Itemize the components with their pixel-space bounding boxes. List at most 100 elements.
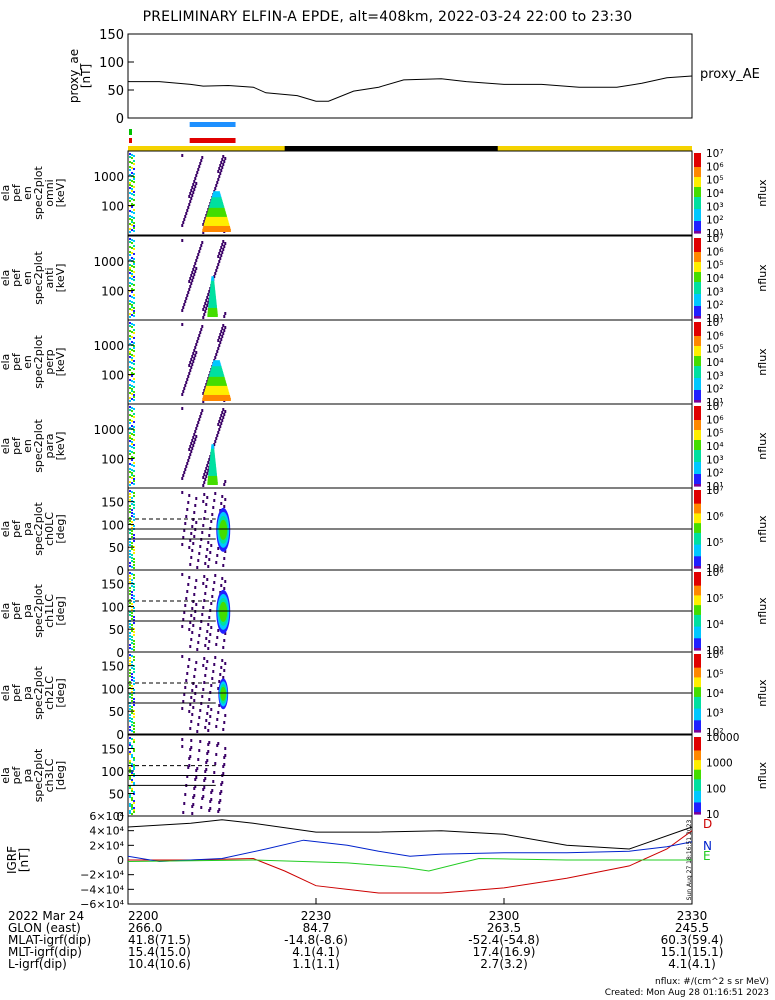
noise-pixel: [202, 223, 205, 226]
speckle-pixel: [133, 773, 135, 775]
noise-pixel: [187, 375, 190, 378]
colorbar-cell: [694, 456, 701, 459]
noise-pixel: [191, 279, 194, 282]
noise-pixel: [193, 699, 196, 702]
noise-pixel: [193, 273, 196, 276]
noise-pixel: [204, 770, 207, 773]
speckle-pixel: [133, 519, 135, 521]
colorbar-cell: [694, 225, 701, 228]
colorbar-cell: [694, 304, 701, 307]
speckle-pixel: [133, 163, 135, 165]
noise-pixel: [198, 634, 201, 637]
noise-pixel: [222, 240, 225, 243]
speckle-pixel: [131, 211, 133, 213]
noise-pixel: [223, 639, 226, 642]
colorbar-cell: [694, 350, 701, 353]
colorbar-cell: [694, 250, 701, 253]
colorbar-cell: [694, 519, 701, 522]
noise-pixel: [183, 471, 186, 474]
noise-pixel: [195, 427, 198, 430]
flux-cell: [209, 459, 216, 463]
colorbar-cell: [694, 388, 701, 391]
colorbar-cell: [694, 292, 701, 295]
speckle-pixel: [129, 254, 131, 256]
noise-pixel: [219, 249, 222, 252]
speckle-pixel: [129, 529, 131, 531]
colorbar-cell: [694, 191, 701, 194]
speckle-pixel: [131, 724, 133, 726]
noise-pixel: [195, 769, 198, 772]
flux-cell: [205, 218, 228, 222]
spectrogram-panel: 150100500elapefpaspec2plotch1LC[deg]10⁶1…: [0, 567, 769, 660]
noise-pixel: [192, 191, 195, 194]
noise-pixel: [194, 270, 197, 273]
noise-pixel: [197, 723, 200, 726]
colorbar-cell: [694, 406, 701, 409]
speckle-pixel: [129, 419, 131, 421]
speckle-pixel: [131, 813, 133, 815]
colorbar-cell: [694, 550, 701, 553]
noise-pixel: [183, 802, 186, 805]
noise-pixel: [218, 808, 221, 811]
speckle-pixel: [129, 767, 131, 769]
speckle-pixel: [129, 544, 131, 546]
noise-pixel: [214, 356, 217, 359]
colorbar-cell: [694, 499, 701, 503]
colorbar-cell: [694, 193, 701, 196]
colorbar-cell: [694, 422, 701, 425]
spec-ytick-label: 1000: [93, 170, 124, 184]
noise-pixel: [223, 587, 226, 590]
noise-pixel: [215, 269, 218, 272]
colorbar-cell: [694, 258, 701, 261]
spec-ytick-label: 100: [101, 518, 124, 532]
colorbar-cell: [694, 806, 701, 809]
igrf-ylabel-line: IGRF: [5, 846, 19, 874]
noise-pixel: [185, 212, 188, 215]
speckle-pixel: [133, 373, 135, 375]
noise-pixel: [214, 762, 217, 765]
speckle-pixel: [129, 348, 131, 350]
spec-ylabel: elapefenspec2plotpara[keV]: [0, 419, 67, 473]
spec-ylabel-line: spec2plot: [32, 335, 45, 389]
noise-pixel: [194, 438, 197, 441]
speckle-pixel: [129, 623, 131, 625]
flux-cell: [210, 448, 215, 452]
speckle-pixel: [129, 787, 131, 789]
noise-pixel: [224, 157, 227, 160]
speckle-pixel: [133, 558, 135, 560]
colorbar-cell: [694, 189, 701, 192]
noise-pixel: [223, 315, 226, 318]
colorbar-cell: [694, 229, 701, 232]
spec-ytick-label: 150: [101, 578, 124, 592]
speckle-pixel: [133, 191, 135, 193]
noise-pixel: [183, 218, 186, 221]
speckle-pixel: [131, 542, 133, 544]
speckle-pixel: [133, 552, 135, 554]
marker-green-tick: [129, 129, 132, 135]
speckle-pixel: [129, 481, 131, 483]
speckle-pixel: [129, 744, 131, 746]
noise-pixel: [221, 251, 224, 254]
noise-pixel: [196, 256, 199, 259]
speckle-pixel: [131, 661, 133, 663]
noise-pixel: [220, 414, 223, 417]
speckle-pixel: [133, 248, 135, 250]
noise-pixel: [210, 708, 213, 711]
colorbar-cell: [694, 667, 701, 671]
colorbar-tick-label: 10⁵: [706, 428, 724, 440]
noise-pixel: [211, 789, 214, 792]
colorbar-cell: [694, 728, 701, 731]
colorbar-tick-label: 10⁵: [706, 669, 724, 681]
noise-pixel: [203, 305, 206, 308]
speckle-pixel: [129, 238, 131, 240]
speckle-pixel: [129, 590, 131, 592]
colorbar-tick-label: 10¹: [706, 481, 724, 493]
colorbar-cell: [694, 611, 701, 614]
spec-ytick-label: 0: [116, 728, 124, 742]
colorbar-cell: [694, 280, 701, 283]
noise-pixel: [220, 246, 223, 249]
spec-ylabel-line: [deg]: [54, 514, 67, 543]
speckle-pixel: [133, 204, 135, 206]
colorbar-cell: [694, 366, 701, 369]
spec-ytick-label: 100: [101, 765, 124, 779]
